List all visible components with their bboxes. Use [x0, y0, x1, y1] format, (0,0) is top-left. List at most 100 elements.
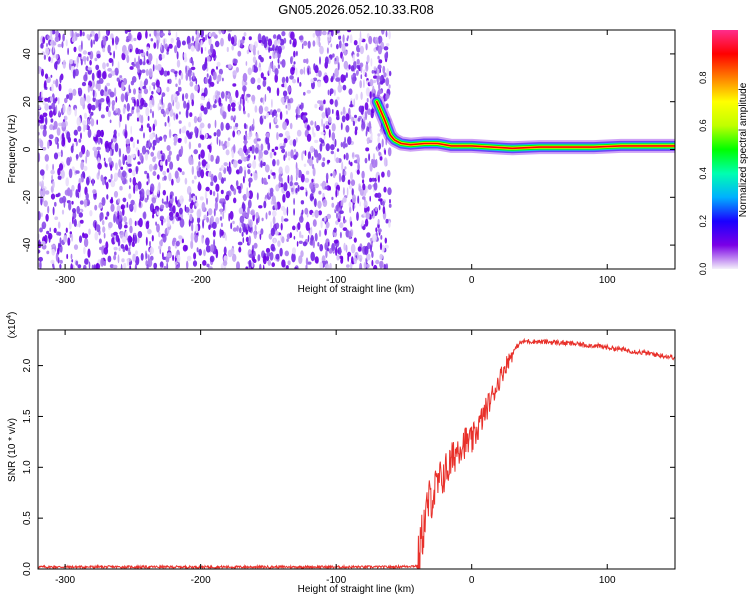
- noise-speck: [83, 198, 88, 208]
- noise-speck: [142, 61, 146, 66]
- noise-speck: [377, 45, 383, 55]
- noise-speck: [133, 184, 136, 194]
- noise-speck: [271, 148, 275, 153]
- noise-speck: [312, 32, 316, 38]
- noise-speck: [214, 119, 217, 129]
- noise-speck: [204, 47, 207, 52]
- colorbar-gradient: [712, 30, 738, 269]
- noise-speck: [135, 47, 139, 55]
- noise-speck: [364, 102, 369, 111]
- noise-speck: [307, 124, 310, 131]
- noise-speck: [373, 182, 378, 191]
- noise-speck: [138, 73, 141, 80]
- noise-speck: [352, 188, 354, 196]
- noise-speck: [237, 50, 242, 57]
- noise-speck: [292, 79, 297, 84]
- noise-speck: [74, 107, 77, 117]
- noise-speck: [335, 55, 339, 65]
- noise-speck: [191, 165, 194, 175]
- noise-speck: [227, 103, 231, 112]
- noise-speck: [167, 102, 172, 111]
- noise-speck: [140, 253, 144, 261]
- noise-speck: [178, 120, 182, 124]
- noise-speck: [162, 252, 164, 259]
- noise-speck: [41, 51, 45, 55]
- noise-speck: [388, 70, 392, 77]
- noise-speck: [350, 243, 356, 254]
- noise-speck: [260, 228, 264, 235]
- noise-speck: [109, 148, 112, 157]
- noise-speck: [160, 32, 166, 37]
- noise-speck: [269, 122, 271, 130]
- noise-speck: [385, 103, 389, 109]
- noise-speck: [382, 206, 386, 215]
- noise-speck: [195, 224, 199, 234]
- noise-speck: [209, 189, 213, 196]
- noise-speck: [275, 113, 278, 118]
- noise-speck: [60, 149, 63, 158]
- noise-speck: [257, 50, 260, 55]
- noise-speck: [375, 43, 378, 48]
- noise-speck: [38, 65, 42, 74]
- noise-speck: [334, 151, 336, 162]
- noise-speck: [289, 139, 294, 146]
- noise-speck: [128, 168, 133, 173]
- noise-speck: [299, 82, 302, 87]
- noise-speck: [77, 264, 82, 269]
- noise-speck: [356, 52, 360, 57]
- noise-speck: [144, 151, 149, 161]
- noise-speck: [307, 40, 311, 49]
- noise-speck: [93, 133, 96, 138]
- noise-speck: [260, 143, 264, 151]
- spectrogram-x-tick-label: -300: [55, 275, 75, 286]
- noise-speck: [89, 59, 92, 66]
- noise-speck: [208, 32, 212, 37]
- noise-speck: [320, 139, 325, 144]
- noise-speck: [52, 44, 55, 53]
- noise-speck: [290, 174, 293, 183]
- noise-speck: [318, 230, 322, 237]
- noise-speck: [146, 181, 149, 186]
- noise-speck: [366, 232, 371, 238]
- noise-speck: [220, 91, 225, 99]
- noise-speck: [232, 220, 235, 225]
- noise-speck: [146, 264, 149, 269]
- noise-speck: [274, 201, 278, 209]
- noise-speck: [178, 207, 183, 215]
- noise-speck: [152, 123, 155, 132]
- noise-speck: [318, 190, 322, 195]
- noise-speck: [273, 238, 276, 244]
- noise-speck: [274, 68, 279, 76]
- noise-speck: [313, 63, 316, 71]
- noise-speck: [305, 221, 310, 231]
- noise-speck: [367, 88, 370, 97]
- noise-speck: [215, 183, 220, 192]
- noise-speck: [204, 190, 208, 200]
- noise-speck: [38, 249, 41, 254]
- noise-speck: [238, 104, 242, 112]
- noise-speck: [253, 50, 256, 56]
- noise-speck: [50, 30, 53, 37]
- noise-speck: [89, 210, 93, 217]
- snr-x-tick-label: 0: [469, 575, 475, 586]
- noise-speck: [148, 53, 153, 62]
- noise-speck: [156, 174, 160, 180]
- noise-speck: [366, 137, 369, 144]
- noise-speck: [383, 157, 388, 167]
- noise-speck: [83, 233, 89, 239]
- noise-speck: [61, 121, 66, 128]
- noise-speck: [175, 83, 178, 88]
- noise-speck: [68, 91, 73, 101]
- noise-speck: [366, 108, 372, 115]
- noise-speck: [101, 197, 106, 206]
- noise-speck: [169, 161, 174, 170]
- noise-speck: [129, 265, 132, 269]
- noise-speck: [162, 189, 166, 196]
- noise-speck: [100, 89, 105, 97]
- noise-speck: [216, 192, 219, 202]
- noise-speck: [141, 69, 146, 74]
- noise-speck: [152, 156, 156, 163]
- noise-speck: [336, 212, 338, 219]
- noise-speck: [207, 123, 211, 129]
